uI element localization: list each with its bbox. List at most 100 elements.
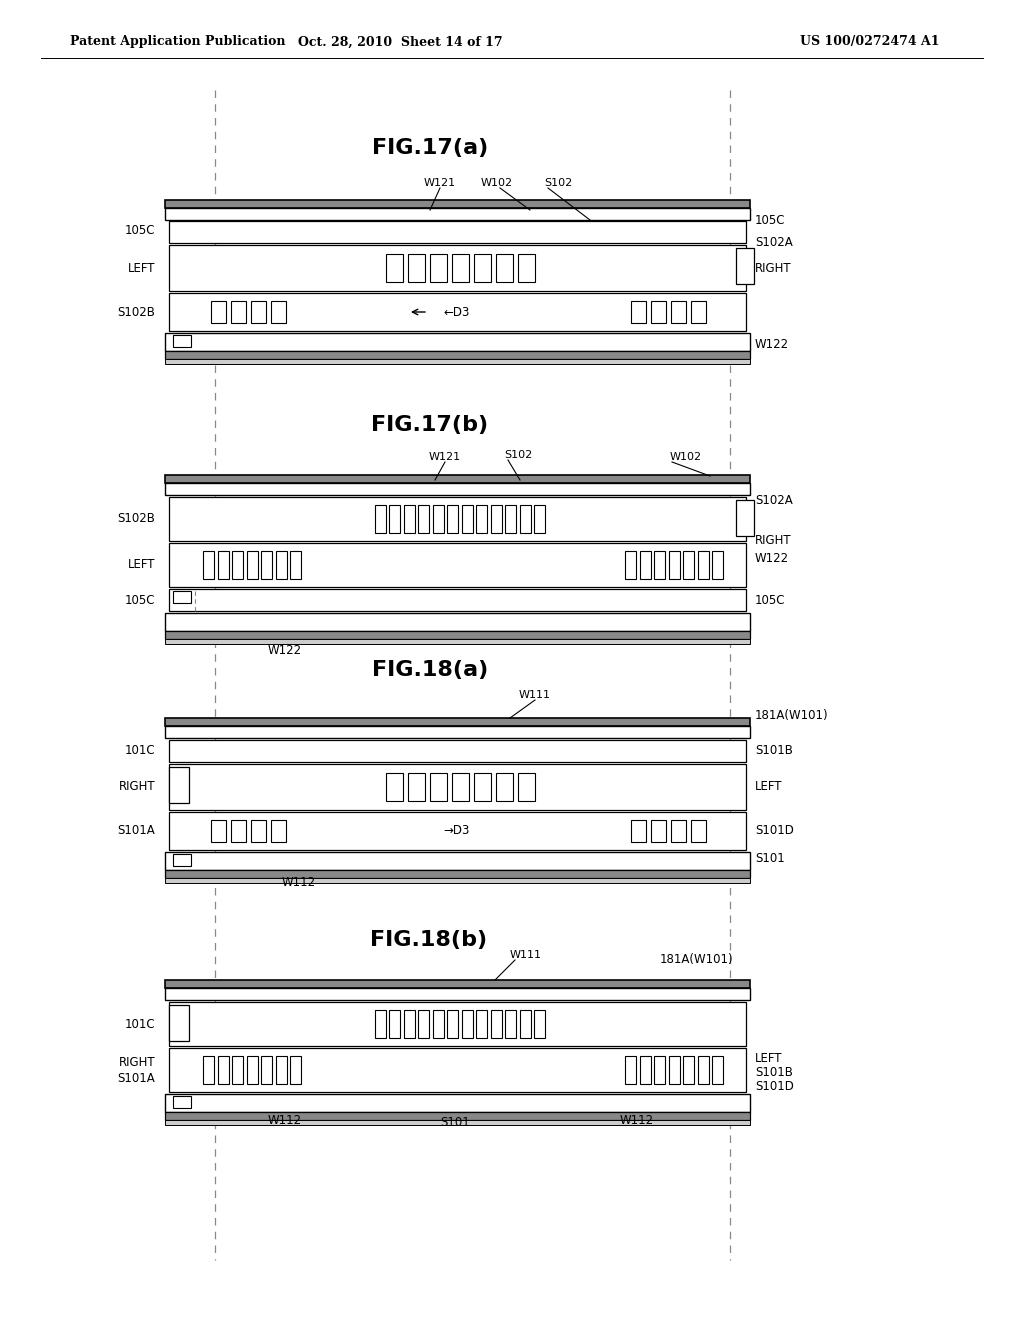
Text: W122: W122	[268, 644, 302, 656]
Bar	[520, 1010, 530, 1038]
Bar	[462, 506, 473, 533]
Bar	[535, 506, 545, 533]
Bar	[169, 498, 746, 541]
Bar	[165, 987, 750, 1001]
Text: FIG.18(a): FIG.18(a)	[372, 660, 488, 680]
Text: ←D3: ←D3	[443, 305, 470, 318]
Bar	[669, 550, 680, 579]
Bar	[447, 1010, 459, 1038]
Text: S101A: S101A	[118, 825, 155, 837]
Bar	[631, 301, 645, 323]
Text: LEFT: LEFT	[128, 261, 155, 275]
Text: S102A: S102A	[755, 235, 793, 248]
Text: S101B: S101B	[755, 1065, 793, 1078]
Bar	[275, 550, 287, 579]
Bar	[169, 246, 746, 290]
Bar	[169, 543, 746, 587]
Text: W121: W121	[424, 178, 456, 187]
Text: RIGHT: RIGHT	[119, 1056, 155, 1068]
Bar	[169, 741, 746, 762]
Text: FIG.17(b): FIG.17(b)	[372, 414, 488, 436]
Bar	[169, 812, 746, 850]
Bar	[736, 248, 754, 284]
Bar	[165, 870, 750, 878]
Bar	[418, 1010, 429, 1038]
Text: FIG.18(b): FIG.18(b)	[370, 931, 487, 950]
Text: S101: S101	[440, 1115, 470, 1129]
Text: →D3: →D3	[443, 825, 470, 837]
Bar	[169, 589, 746, 611]
Bar	[654, 1056, 665, 1084]
Bar	[654, 550, 665, 579]
Text: FIG.17(a): FIG.17(a)	[372, 139, 488, 158]
Bar	[408, 774, 425, 801]
Bar	[169, 293, 746, 331]
Bar	[375, 1010, 386, 1038]
Text: S102A: S102A	[755, 494, 793, 507]
Bar	[251, 820, 265, 842]
Text: RIGHT: RIGHT	[755, 533, 792, 546]
Text: 101C: 101C	[124, 1018, 155, 1031]
Bar	[169, 1005, 189, 1041]
Bar	[496, 253, 512, 282]
Bar	[517, 774, 535, 801]
Text: 105C: 105C	[125, 224, 155, 238]
Text: W122: W122	[755, 552, 790, 565]
Bar	[217, 1056, 228, 1084]
Bar	[683, 1056, 694, 1084]
Bar	[403, 1010, 415, 1038]
Bar	[165, 979, 750, 987]
Text: W102: W102	[670, 451, 702, 462]
Text: W112: W112	[268, 1114, 302, 1126]
Bar	[230, 820, 246, 842]
Bar	[165, 1119, 750, 1125]
Bar	[640, 550, 650, 579]
Text: S101D: S101D	[755, 825, 794, 837]
Bar	[165, 878, 750, 883]
Text: S101: S101	[755, 851, 784, 865]
Bar	[165, 639, 750, 644]
Bar	[173, 1096, 191, 1107]
Bar	[669, 1056, 680, 1084]
Bar	[165, 1111, 750, 1119]
Text: 105C: 105C	[755, 214, 785, 227]
Bar	[230, 301, 246, 323]
Bar	[385, 253, 402, 282]
Bar	[290, 550, 301, 579]
Bar	[403, 506, 415, 533]
Bar	[165, 631, 750, 639]
Bar	[261, 550, 272, 579]
Bar	[169, 764, 746, 810]
Bar	[165, 612, 750, 631]
Bar	[496, 774, 512, 801]
Bar	[165, 1094, 750, 1111]
Bar	[631, 820, 645, 842]
Bar	[169, 767, 189, 803]
Bar	[261, 1056, 272, 1084]
Bar	[247, 1056, 257, 1084]
Bar	[203, 550, 214, 579]
Bar	[535, 1010, 545, 1038]
Bar	[447, 506, 459, 533]
Text: S102: S102	[544, 178, 572, 187]
Bar	[697, 1056, 709, 1084]
Bar	[712, 1056, 723, 1084]
Text: W111: W111	[510, 950, 542, 960]
Bar	[650, 301, 666, 323]
Bar	[490, 1010, 502, 1038]
Bar	[418, 506, 429, 533]
Bar	[173, 854, 191, 866]
Text: S102: S102	[504, 450, 532, 459]
Bar	[173, 335, 191, 347]
Bar	[169, 1002, 746, 1045]
Bar	[476, 1010, 487, 1038]
Bar	[408, 253, 425, 282]
Bar	[505, 1010, 516, 1038]
Bar	[165, 209, 750, 220]
Bar	[275, 1056, 287, 1084]
Bar	[429, 253, 446, 282]
Bar	[165, 851, 750, 870]
Bar	[232, 550, 243, 579]
Bar	[211, 301, 225, 323]
Bar	[165, 483, 750, 495]
